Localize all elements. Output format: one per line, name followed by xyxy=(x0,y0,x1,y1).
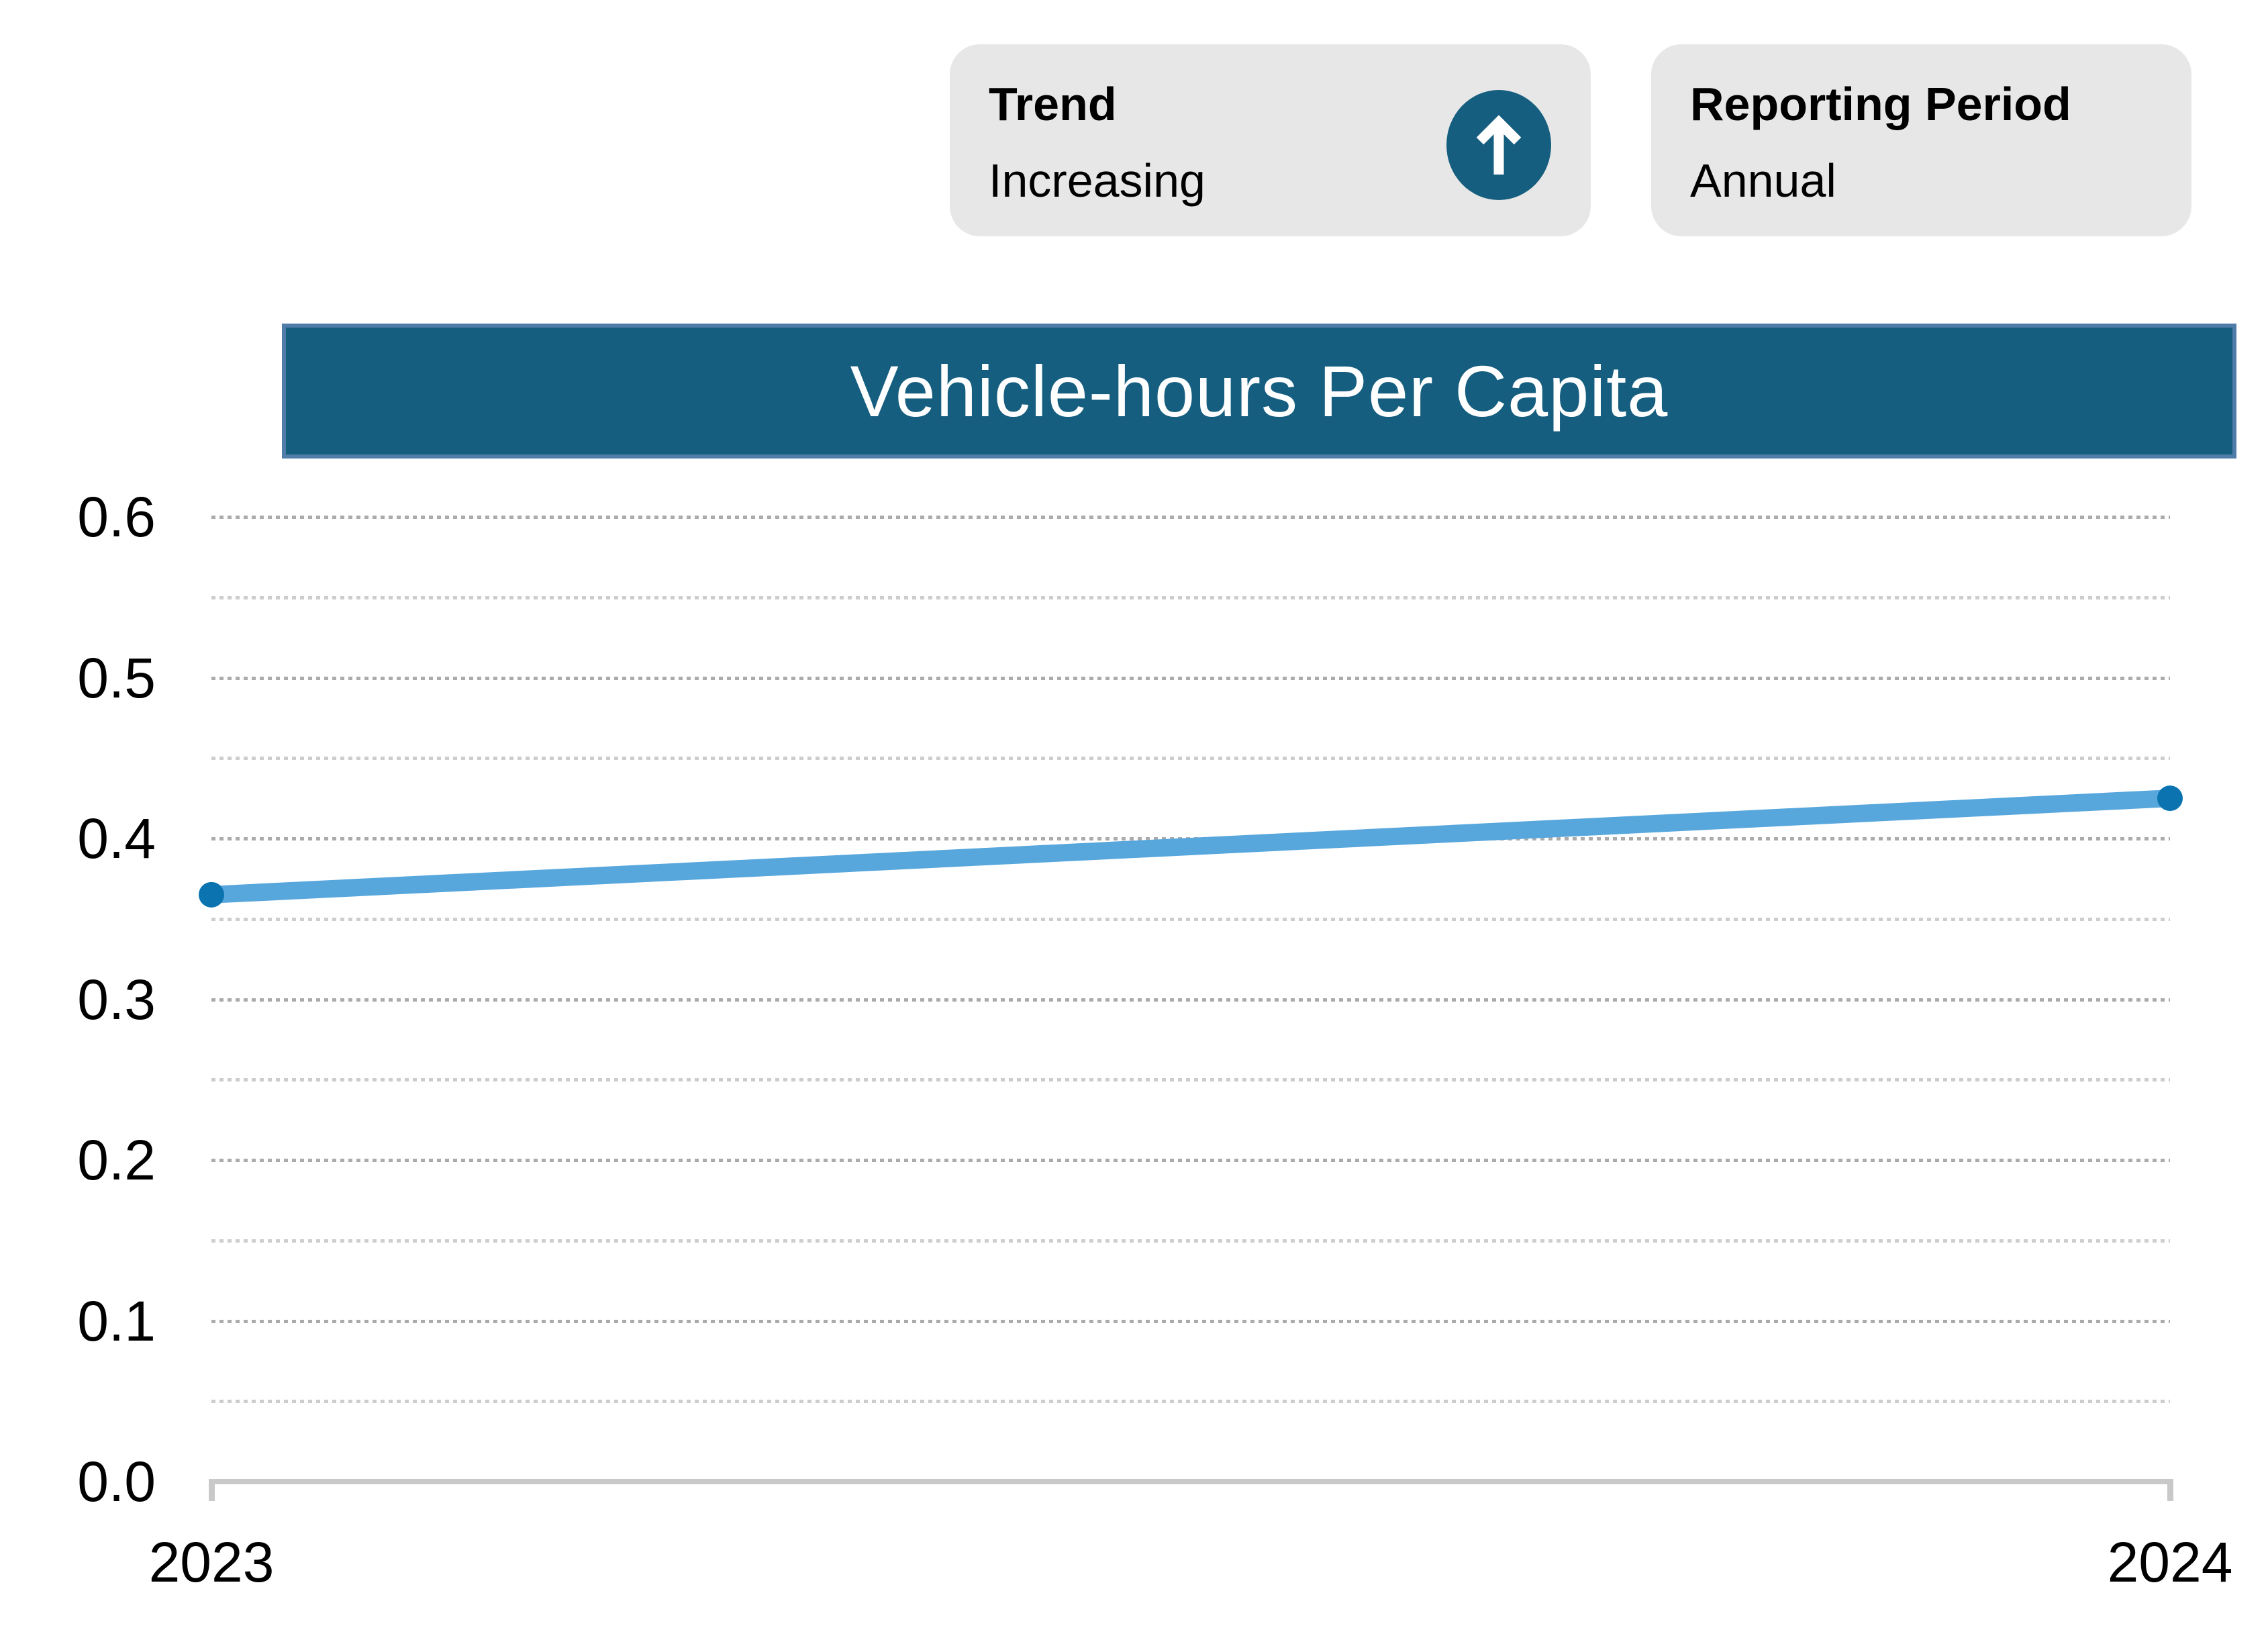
reporting-period-value: Annual xyxy=(1690,154,1836,207)
reporting-period-card: Reporting Period Annual xyxy=(1651,44,2191,236)
gridline xyxy=(211,1319,2170,1323)
y-tick-label: 0.2 xyxy=(77,1128,156,1192)
gridline xyxy=(211,1159,2170,1162)
y-tick-label: 0.6 xyxy=(77,485,156,548)
y-tick-label: 0.0 xyxy=(77,1450,156,1513)
gridline xyxy=(211,516,2170,519)
gridline xyxy=(211,1078,2170,1082)
gridline xyxy=(211,1400,2170,1404)
gridline xyxy=(211,676,2170,680)
trend-direction-badge xyxy=(1446,90,1551,200)
x-tick-label: 2023 xyxy=(148,1531,275,1594)
y-tick-label: 0.4 xyxy=(77,807,156,870)
data-point xyxy=(2157,785,2183,812)
gridline xyxy=(211,1239,2170,1243)
chart-title: Vehicle-hours Per Capita xyxy=(850,350,1669,432)
gridline xyxy=(211,917,2170,921)
x-axis-tick xyxy=(209,1479,215,1501)
trend-label: Trend xyxy=(989,78,1117,130)
y-tick-label: 0.5 xyxy=(77,646,156,710)
y-tick-label: 0.3 xyxy=(77,967,156,1031)
gridline xyxy=(211,757,2170,761)
data-point xyxy=(199,881,224,908)
gridline xyxy=(211,998,2170,1002)
x-axis-line xyxy=(210,1479,2173,1484)
series-line xyxy=(211,789,2171,904)
reporting-period-label: Reporting Period xyxy=(1690,78,2071,130)
chart-title-bar: Vehicle-hours Per Capita xyxy=(282,324,2236,459)
arrow-up-icon xyxy=(1462,105,1536,185)
x-axis-tick xyxy=(2167,1479,2173,1501)
y-tick-label: 0.1 xyxy=(77,1289,156,1353)
x-tick-label: 2024 xyxy=(2107,1531,2233,1594)
trend-value: Increasing xyxy=(989,154,1205,207)
gridline xyxy=(211,595,2170,599)
